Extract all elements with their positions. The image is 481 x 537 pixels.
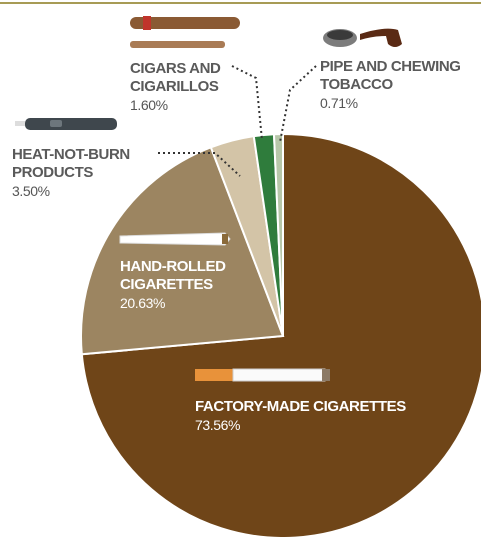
leader-line	[158, 152, 241, 177]
cigar-icon	[130, 16, 240, 48]
slice-value: 3.50%	[12, 183, 50, 199]
label: HAND-ROLLED CIGARETTES 20.63%	[120, 258, 245, 312]
pie-slice	[80, 132, 481, 537]
leader-line	[231, 65, 263, 141]
pipe-icon	[323, 28, 402, 47]
slice-name: CIGARS AND CIGARILLOS	[130, 60, 221, 95]
slice-name: HAND-ROLLED CIGARETTES	[120, 258, 226, 293]
label: PIPE AND CHEWING TOBACCO 0.71%	[320, 58, 481, 112]
slice-value: 73.56%	[195, 417, 241, 433]
slice-value: 1.60%	[130, 97, 168, 113]
leader-line	[279, 65, 317, 143]
slice-value: 20.63%	[120, 295, 166, 311]
rolled-cigarette-icon	[119, 232, 231, 246]
label: HEAT-NOT-BURN PRODUCTS 3.50%	[12, 146, 154, 200]
pie-slice	[80, 146, 285, 356]
pie	[80, 132, 481, 537]
leaders	[158, 65, 317, 177]
slice-name: FACTORY-MADE CIGARETTES	[195, 398, 406, 415]
label: FACTORY-MADE CIGARETTES 73.56%	[195, 398, 465, 434]
slice-name: HEAT-NOT-BURN PRODUCTS	[12, 146, 130, 181]
heat-device-icon	[15, 118, 117, 130]
slice-name: PIPE AND CHEWING TOBACCO	[320, 58, 461, 93]
pie-slice	[272, 132, 284, 337]
cigarette-icon	[195, 368, 330, 382]
label: CIGARS AND CIGARILLOS 1.60%	[130, 60, 242, 114]
slice-value: 0.71%	[320, 95, 358, 111]
